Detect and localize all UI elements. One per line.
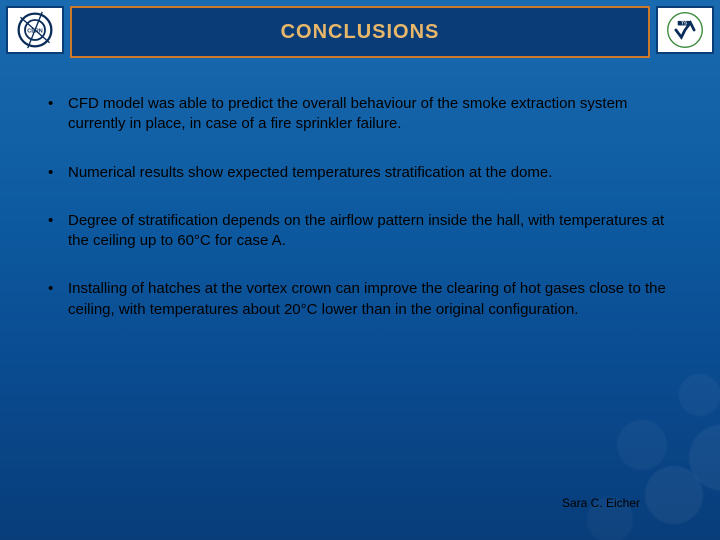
bullet-item: CFD model was able to predict the overal… (48, 94, 672, 135)
bullet-item: Installing of hatches at the vortex crow… (48, 279, 672, 320)
slide-container: CERN CONCLUSIONS TS CFD model was able t… (0, 0, 720, 540)
bullet-item: Degree of stratification depends on the … (48, 211, 672, 252)
svg-text:TS: TS (681, 21, 687, 26)
title-bar: CONCLUSIONS (70, 6, 650, 58)
slide-title: CONCLUSIONS (281, 21, 440, 44)
bullet-list: CFD model was able to predict the overal… (48, 94, 672, 320)
ts-logo: TS (656, 6, 714, 54)
bullet-item: Numerical results show expected temperat… (48, 163, 672, 183)
slide-header: CERN CONCLUSIONS TS (0, 0, 720, 58)
slide-footer: Sara C. Eicher (562, 496, 640, 510)
svg-text:CERN: CERN (27, 29, 42, 35)
slide-content: CFD model was able to predict the overal… (0, 58, 720, 320)
cern-logo-icon: CERN (14, 10, 56, 50)
cern-logo: CERN (6, 6, 64, 54)
ts-logo-icon: TS (664, 10, 706, 50)
